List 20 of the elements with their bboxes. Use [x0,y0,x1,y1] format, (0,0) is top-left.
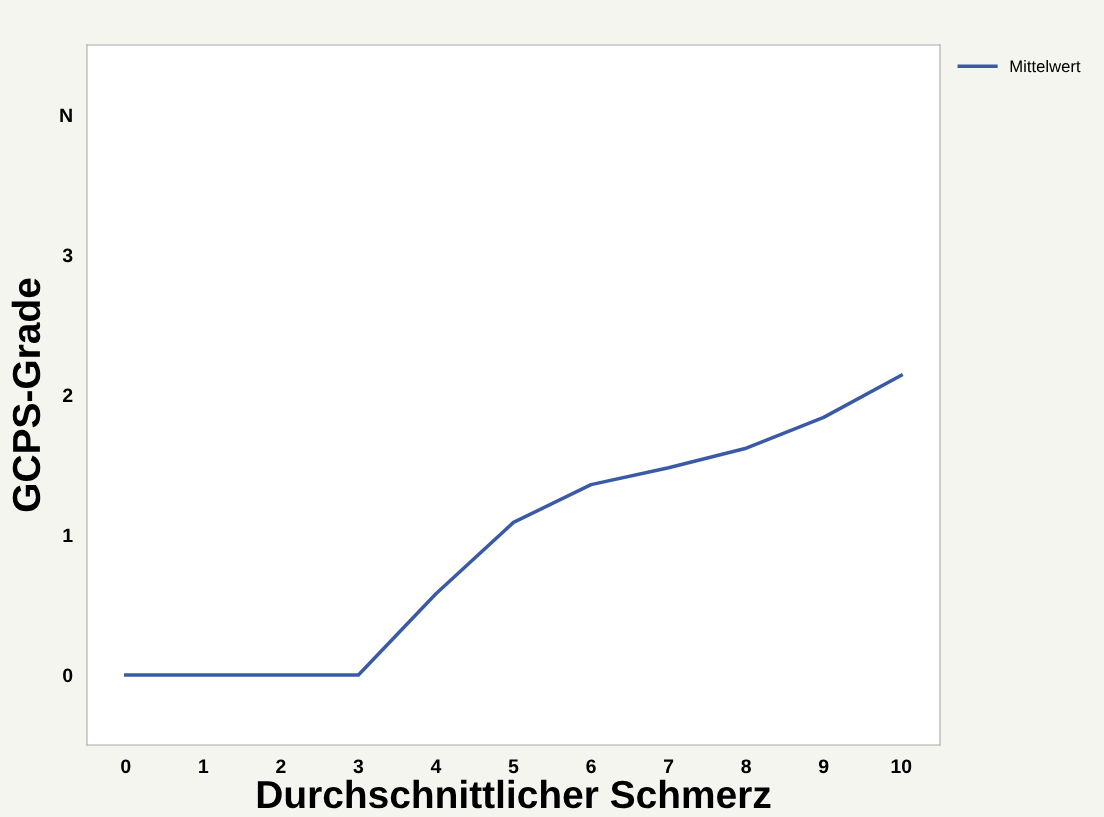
legend-label: Mittelwert [1010,60,1081,73]
x-tick-label: 9 [818,759,829,774]
x-tick-label: 2 [276,759,286,773]
y-tick-label: N [60,108,72,123]
y-tick-label: 3 [62,248,73,263]
x-axis-title: Durchschnittlicher Schmerz [257,779,771,809]
x-tick-label: 5 [508,759,519,774]
x-tick-label: 1 [199,759,209,773]
x-tick-label: 7 [664,759,674,773]
y-tick-label: 0 [63,668,73,683]
y-axis-title: GCPS-Grade [11,278,41,512]
x-tick-label: 4 [430,759,442,773]
x-tick-label: 8 [741,759,751,774]
x-tick-label: 10 [891,759,912,774]
line-series [124,373,903,677]
y-tick-label: 2 [62,388,73,403]
x-tick-label: 3 [353,759,364,774]
x-tick-label: 6 [586,759,596,774]
y-tick-label: 1 [63,528,73,543]
x-tick-label: 0 [121,759,131,774]
